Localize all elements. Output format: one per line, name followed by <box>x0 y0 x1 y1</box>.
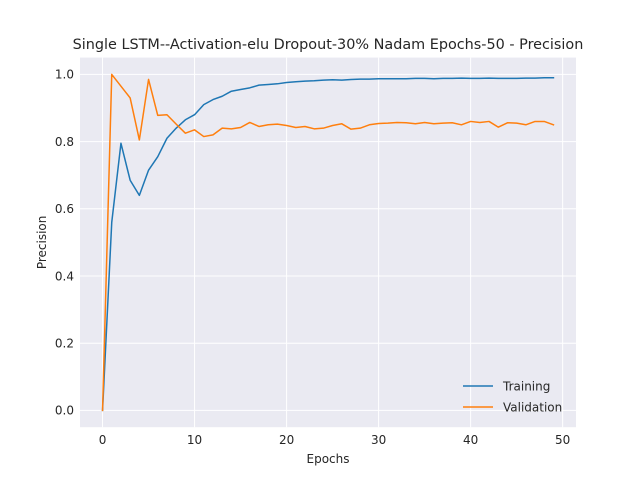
y-tick-label: 1.0 <box>55 68 74 82</box>
series-lines <box>101 73 555 412</box>
legend: Training Validation <box>463 380 562 415</box>
y-tick-label: 0.0 <box>55 404 74 418</box>
plot-area <box>80 57 576 428</box>
x-tick-label: 10 <box>187 433 202 447</box>
x-tick-label: 50 <box>555 433 570 447</box>
y-tick-label: 0.4 <box>55 269 74 283</box>
grid-lines <box>80 57 576 428</box>
x-tick-label: 20 <box>279 433 294 447</box>
series-line-validation <box>101 73 555 412</box>
y-axis-label: Precision <box>35 216 49 270</box>
legend-label-training: Training <box>502 380 550 394</box>
chart-title: Single LSTM--Activation-elu Dropout-30% … <box>73 37 584 53</box>
x-tick-label: 0 <box>99 433 107 447</box>
x-tick-label: 40 <box>463 433 478 447</box>
tick-labels: 0 10 20 30 40 50 0.0 0.2 0.4 0.6 0.8 1.0 <box>55 68 570 448</box>
x-axis-label: Epochs <box>307 452 350 466</box>
y-tick-label: 0.6 <box>55 202 74 216</box>
legend-label-validation: Validation <box>503 401 562 415</box>
y-tick-label: 0.8 <box>55 135 74 149</box>
y-tick-label: 0.2 <box>55 337 74 351</box>
series-line-training <box>101 77 555 412</box>
x-tick-label: 30 <box>371 433 386 447</box>
